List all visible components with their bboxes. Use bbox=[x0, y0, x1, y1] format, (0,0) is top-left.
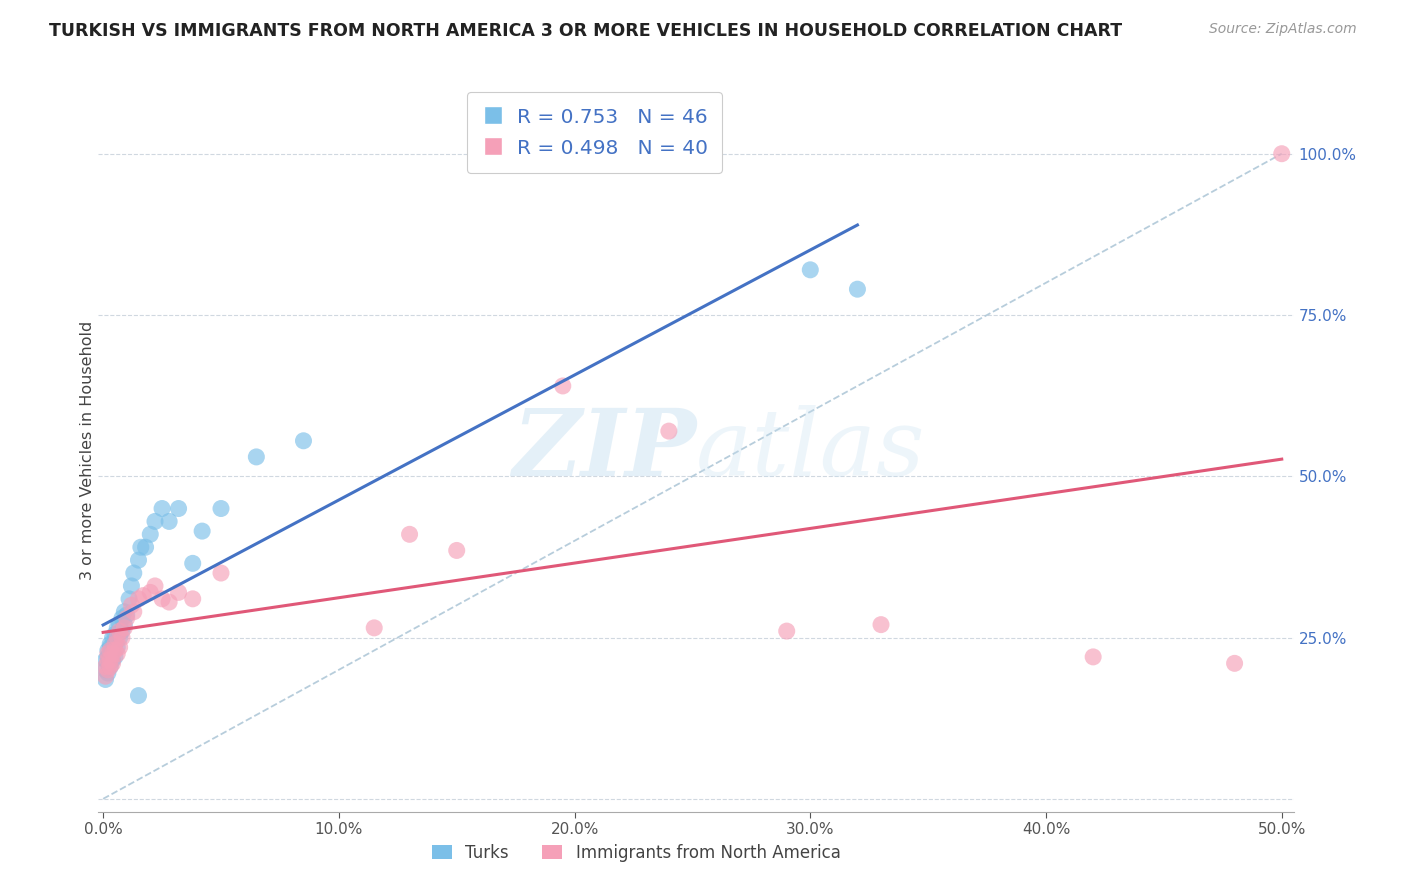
Point bbox=[94, 673, 117, 687]
Point bbox=[181, 591, 204, 606]
Point bbox=[97, 653, 120, 667]
Point bbox=[776, 624, 799, 639]
Point bbox=[167, 585, 190, 599]
Point bbox=[108, 631, 131, 645]
Point bbox=[446, 543, 468, 558]
Point bbox=[150, 501, 173, 516]
Point bbox=[122, 605, 145, 619]
Point bbox=[104, 627, 127, 641]
Point bbox=[101, 657, 124, 671]
Point bbox=[97, 663, 120, 677]
Point bbox=[112, 617, 135, 632]
Point bbox=[105, 631, 128, 645]
Point bbox=[209, 566, 232, 580]
Point bbox=[108, 624, 131, 639]
Point bbox=[104, 643, 127, 657]
Point bbox=[105, 627, 128, 641]
Legend: Turks, Immigrants from North America: Turks, Immigrants from North America bbox=[425, 837, 848, 869]
Point bbox=[111, 631, 134, 645]
Point bbox=[120, 579, 142, 593]
Point bbox=[128, 689, 150, 703]
Point bbox=[799, 263, 821, 277]
Point bbox=[132, 589, 155, 603]
Point bbox=[1271, 146, 1294, 161]
Point bbox=[94, 659, 117, 673]
Point bbox=[97, 643, 120, 657]
Point bbox=[398, 527, 420, 541]
Text: Source: ZipAtlas.com: Source: ZipAtlas.com bbox=[1209, 22, 1357, 37]
Point bbox=[104, 637, 127, 651]
Point bbox=[181, 557, 204, 571]
Point bbox=[104, 649, 127, 664]
Point bbox=[1223, 657, 1246, 671]
Point bbox=[108, 617, 131, 632]
Point bbox=[98, 659, 121, 673]
Point bbox=[97, 647, 120, 661]
Point bbox=[101, 643, 124, 657]
Y-axis label: 3 or more Vehicles in Household: 3 or more Vehicles in Household bbox=[80, 321, 94, 580]
Point bbox=[101, 631, 124, 645]
Text: ZIP: ZIP bbox=[512, 406, 696, 495]
Point bbox=[209, 501, 232, 516]
Point bbox=[98, 643, 121, 657]
Point bbox=[870, 617, 893, 632]
Point bbox=[105, 621, 128, 635]
Point bbox=[128, 553, 150, 567]
Point bbox=[98, 637, 121, 651]
Point bbox=[101, 653, 124, 667]
Point bbox=[128, 591, 150, 606]
Point bbox=[97, 657, 120, 671]
Point bbox=[112, 605, 135, 619]
Point bbox=[143, 515, 166, 529]
Point bbox=[191, 524, 214, 538]
Point bbox=[111, 611, 134, 625]
Point bbox=[846, 282, 869, 296]
Point bbox=[94, 669, 117, 683]
Point bbox=[150, 591, 173, 606]
Point bbox=[97, 649, 120, 664]
Point bbox=[98, 659, 121, 673]
Point bbox=[97, 666, 120, 681]
Point bbox=[143, 579, 166, 593]
Point bbox=[157, 515, 180, 529]
Point bbox=[108, 640, 131, 655]
Point bbox=[101, 647, 124, 661]
Point bbox=[122, 566, 145, 580]
Point bbox=[658, 424, 681, 438]
Point bbox=[94, 653, 117, 667]
Point bbox=[551, 379, 574, 393]
Point bbox=[105, 647, 128, 661]
Point bbox=[94, 663, 117, 677]
Point bbox=[120, 599, 142, 613]
Point bbox=[115, 607, 138, 622]
Point bbox=[112, 621, 135, 635]
Point bbox=[139, 527, 162, 541]
Point bbox=[1081, 649, 1104, 664]
Text: TURKISH VS IMMIGRANTS FROM NORTH AMERICA 3 OR MORE VEHICLES IN HOUSEHOLD CORRELA: TURKISH VS IMMIGRANTS FROM NORTH AMERICA… bbox=[49, 22, 1122, 40]
Point bbox=[115, 611, 138, 625]
Point bbox=[167, 501, 190, 516]
Point bbox=[111, 624, 134, 639]
Point bbox=[292, 434, 315, 448]
Point bbox=[129, 540, 152, 554]
Point bbox=[363, 621, 385, 635]
Point bbox=[98, 640, 121, 655]
Point bbox=[98, 647, 121, 661]
Text: atlas: atlas bbox=[696, 406, 925, 495]
Point bbox=[139, 585, 162, 599]
Point bbox=[118, 591, 141, 606]
Point bbox=[245, 450, 267, 464]
Point bbox=[104, 637, 127, 651]
Point bbox=[135, 540, 157, 554]
Point bbox=[98, 653, 121, 667]
Point bbox=[105, 640, 128, 655]
Point bbox=[157, 595, 180, 609]
